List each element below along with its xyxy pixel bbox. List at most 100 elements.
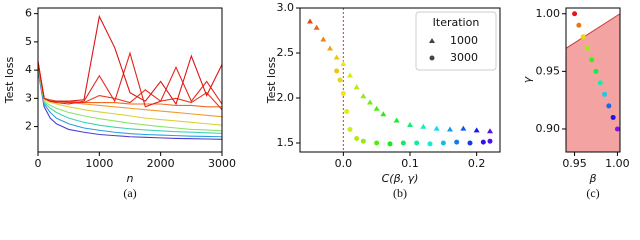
region-edge xyxy=(565,13,621,49)
point xyxy=(414,140,420,146)
region xyxy=(566,13,620,153)
point xyxy=(427,141,433,147)
y-tick-label: 2 xyxy=(25,120,32,133)
point xyxy=(333,54,340,60)
point xyxy=(440,140,446,146)
y-axis-label: γ xyxy=(521,76,534,83)
y-axis-label: Test loss xyxy=(265,57,278,105)
point xyxy=(614,126,620,132)
y-tick-label: 5 xyxy=(25,35,32,48)
y-tick-label: 4 xyxy=(25,63,32,76)
legend-marker xyxy=(429,38,435,43)
line xyxy=(37,14,223,106)
y-tick-label: 2.0 xyxy=(277,91,295,104)
y-tick-label: 2.5 xyxy=(277,46,295,59)
legend-label: 3000 xyxy=(450,51,478,64)
x-tick-label: 0.0 xyxy=(335,157,353,170)
point xyxy=(354,136,360,141)
x-tick-label: 0.2 xyxy=(468,157,486,170)
y-tick-label: 0.95 xyxy=(536,64,561,77)
point xyxy=(610,114,616,120)
point xyxy=(360,138,366,144)
point xyxy=(487,128,493,134)
point xyxy=(337,77,343,83)
point xyxy=(340,60,347,66)
point xyxy=(447,126,453,132)
axes-frame xyxy=(37,7,223,153)
y-tick-label: 1.00 xyxy=(536,7,561,20)
y-tick-label: 3 xyxy=(25,91,32,104)
x-tick-label: 1000 xyxy=(85,157,113,170)
line xyxy=(37,64,223,118)
figure: 0 1000 2000 3000 2 3 4 5 6 n Test loss (a) 0.0 0.1 0.2… xyxy=(3,1,630,200)
point xyxy=(433,125,440,131)
axes-frame xyxy=(565,7,621,153)
x-axis-label: β xyxy=(588,172,596,185)
point xyxy=(374,140,380,146)
line xyxy=(37,64,222,108)
legend-marker xyxy=(429,55,435,61)
point xyxy=(387,141,393,147)
point xyxy=(360,93,367,99)
point xyxy=(487,138,493,144)
y-tick-label: 6 xyxy=(25,7,32,20)
point xyxy=(334,68,340,74)
point xyxy=(597,80,603,86)
point xyxy=(454,139,460,145)
point xyxy=(407,122,413,127)
point xyxy=(400,140,406,146)
line xyxy=(37,67,223,132)
point xyxy=(367,99,373,105)
line xyxy=(37,51,223,108)
point xyxy=(473,127,480,133)
y-tick-label: 0.90 xyxy=(536,122,561,135)
x-tick-label: 0 xyxy=(35,157,42,170)
y-axis-label: Test loss xyxy=(3,57,16,105)
point xyxy=(347,72,353,78)
point xyxy=(589,57,595,63)
point xyxy=(580,34,586,40)
line xyxy=(37,61,223,111)
y-tick-label: 3.0 xyxy=(277,1,295,14)
x-tick-label: 0.1 xyxy=(401,157,419,170)
line xyxy=(37,67,223,134)
point xyxy=(340,91,346,96)
point xyxy=(480,139,486,145)
caption: (a) xyxy=(123,186,136,200)
point xyxy=(593,68,599,74)
point xyxy=(373,105,380,111)
point xyxy=(380,111,387,117)
legend-title: Iteration xyxy=(433,16,480,29)
point xyxy=(347,127,353,132)
caption: (c) xyxy=(586,186,599,200)
point xyxy=(353,84,360,90)
point xyxy=(584,45,590,51)
line xyxy=(37,70,223,140)
axes-frame xyxy=(299,7,501,153)
x-axis-label: n xyxy=(127,172,134,185)
point xyxy=(320,36,327,42)
x-tick-label: 0.95 xyxy=(562,157,587,170)
x-axis-label: C(β, γ) xyxy=(382,172,419,185)
legend-label: 1000 xyxy=(450,34,478,47)
point xyxy=(602,91,608,97)
caption: (b) xyxy=(393,186,407,200)
legend-frame xyxy=(415,11,497,71)
x-tick-label: 1.00 xyxy=(605,157,630,170)
point xyxy=(393,117,400,123)
point xyxy=(344,109,350,114)
point xyxy=(420,123,427,129)
point xyxy=(606,103,612,109)
line xyxy=(37,70,223,138)
line xyxy=(37,64,223,126)
point xyxy=(467,140,473,146)
y-tick-label: 1.5 xyxy=(277,136,295,149)
point xyxy=(307,18,313,24)
point xyxy=(572,11,578,17)
point xyxy=(460,125,467,131)
x-tick-label: 3000 xyxy=(208,157,236,170)
point xyxy=(313,24,320,30)
x-tick-label: 2000 xyxy=(147,157,175,170)
point xyxy=(327,45,333,51)
point xyxy=(576,22,582,28)
